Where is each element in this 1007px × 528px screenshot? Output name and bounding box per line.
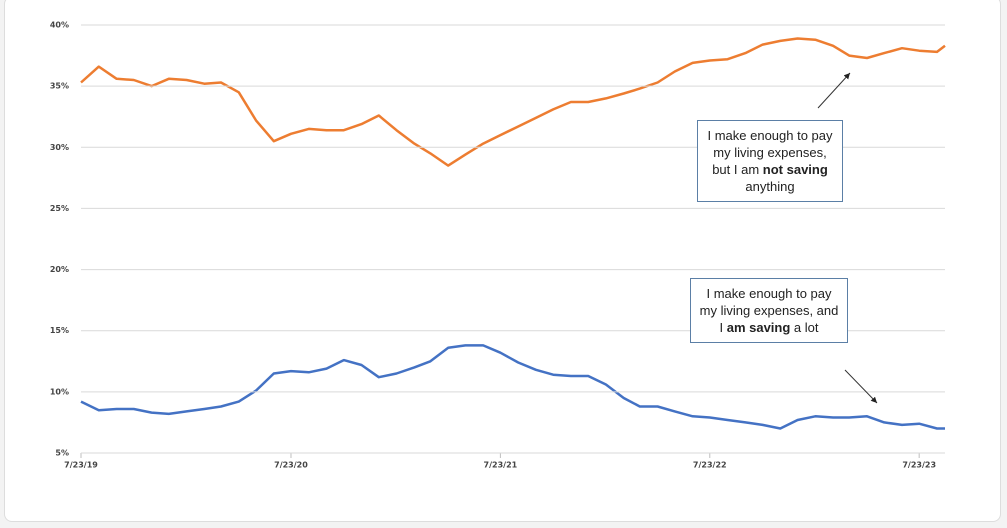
- card: [4, 0, 1001, 522]
- y-tick-label: 40%: [50, 21, 69, 30]
- annotation-text: a lot: [790, 320, 819, 335]
- x-tick-label: 7/23/23: [902, 461, 936, 470]
- x-tick-label: 7/23/21: [484, 461, 518, 470]
- arrow: [844, 369, 878, 404]
- y-tick-label: 15%: [50, 326, 69, 335]
- x-tick-label: 7/23/20: [274, 461, 308, 470]
- annotation-bold: not saving: [762, 162, 828, 177]
- annotation-text: I make enough to pay my living expenses,…: [699, 286, 839, 335]
- arrow: [817, 72, 851, 109]
- annotation: I make enough to pay my living expenses,…: [690, 278, 848, 343]
- y-tick-label: 35%: [50, 82, 69, 91]
- series-line: [80, 344, 945, 430]
- annotation-text: I make enough to pay my living expenses,…: [707, 128, 833, 177]
- y-tick-label: 30%: [50, 143, 69, 152]
- y-tick-label: 20%: [50, 265, 69, 274]
- x-tick-label: 7/23/22: [693, 461, 727, 470]
- annotation: I make enough to pay my living expenses,…: [697, 120, 843, 202]
- annotation-text: anything: [745, 179, 795, 194]
- y-tick-label: 5%: [55, 449, 69, 458]
- y-tick-label: 10%: [50, 387, 69, 396]
- annotation-bold: am saving: [726, 320, 791, 335]
- y-tick-label: 25%: [50, 204, 69, 213]
- x-tick-label: 7/23/19: [64, 461, 98, 470]
